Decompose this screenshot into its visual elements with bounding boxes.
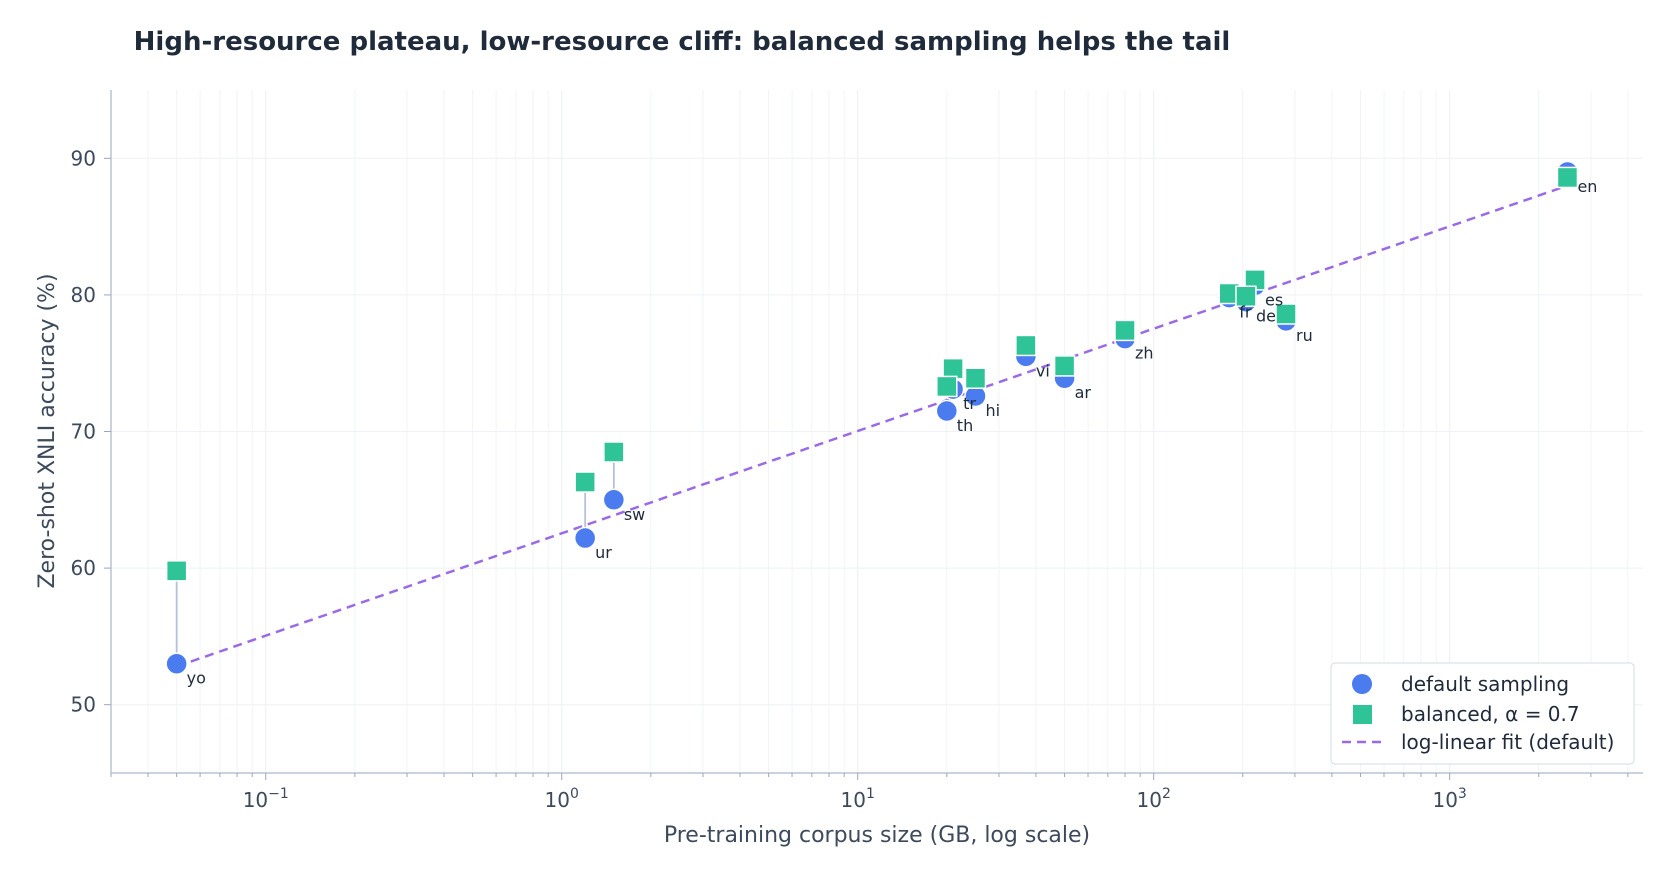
- legend-box: [1330, 662, 1635, 765]
- point-label-yo: yo: [187, 669, 206, 688]
- point-label-fr: fr: [1239, 303, 1252, 322]
- y-axis-label: Zero-shot XNLI accuracy (%): [35, 273, 60, 588]
- point-label-sw: sw: [624, 505, 645, 524]
- chart-title: High-resource plateau, low-resource clif…: [134, 27, 1231, 57]
- default-point-yo: [165, 652, 188, 675]
- y-ticks: 50 60 70 80 90: [71, 146, 111, 717]
- balanced-point-ru: [1275, 303, 1297, 325]
- legend-label-balanced: balanced, α = 0.7: [1401, 702, 1580, 726]
- point-label-vi: vi: [1036, 361, 1050, 380]
- balanced-point-yo: [165, 560, 188, 582]
- x-tick-label: 103: [1432, 786, 1466, 812]
- x-tick-label: 10−1: [243, 786, 289, 812]
- y-tick-label: 80: [71, 283, 96, 307]
- x-tick-label: 101: [841, 786, 875, 812]
- x-axis-label: Pre-training corpus size (GB, log scale): [664, 823, 1090, 848]
- legend-marker-balanced: [1353, 705, 1372, 724]
- point-label-ur: ur: [595, 543, 612, 562]
- default-point-sw: [602, 488, 626, 512]
- balanced-point-tr: [942, 357, 964, 380]
- balanced-point-sw: [603, 441, 625, 463]
- legend-marker-default: [1352, 674, 1372, 694]
- x-tick-label: 100: [545, 786, 579, 812]
- y-tick-label: 70: [71, 420, 96, 444]
- balanced-point-ar: [1053, 355, 1076, 377]
- legend: default sampling balanced, α = 0.7 log-l…: [1330, 662, 1635, 765]
- point-label-es: es: [1265, 290, 1283, 309]
- balanced-point-de: [1235, 285, 1257, 308]
- balanced-point-hi: [964, 367, 987, 389]
- x-ticks: 10−1 100 101 102 103: [110, 773, 1629, 812]
- balanced-point-ur: [574, 471, 596, 493]
- balanced-point-en: [1556, 166, 1579, 189]
- point-label-de: de: [1256, 307, 1276, 326]
- point-label-th: th: [957, 416, 973, 435]
- default-point-ur: [573, 526, 597, 550]
- x-tick-label: 102: [1137, 786, 1171, 812]
- default-point-th: [935, 399, 959, 423]
- legend-label-fit: log-linear fit (default): [1401, 730, 1614, 754]
- connectors: [175, 171, 1569, 664]
- y-tick-label: 50: [71, 693, 96, 717]
- balanced-points: [165, 166, 1579, 582]
- point-label-tr: tr: [963, 394, 976, 413]
- fit-line: [176, 184, 1568, 668]
- balanced-point-vi: [1015, 334, 1037, 357]
- y-tick-label: 90: [71, 146, 96, 170]
- point-label-hi: hi: [985, 401, 1000, 420]
- balanced-point-zh: [1114, 319, 1136, 342]
- point-label-ru: ru: [1296, 326, 1313, 345]
- point-label-en: en: [1577, 177, 1597, 196]
- balanced-point-th: [936, 375, 958, 398]
- y-tick-label: 60: [71, 556, 96, 580]
- point-label-zh: zh: [1135, 344, 1154, 363]
- point-label-ar: ar: [1075, 383, 1092, 402]
- legend-label-default: default sampling: [1401, 672, 1569, 696]
